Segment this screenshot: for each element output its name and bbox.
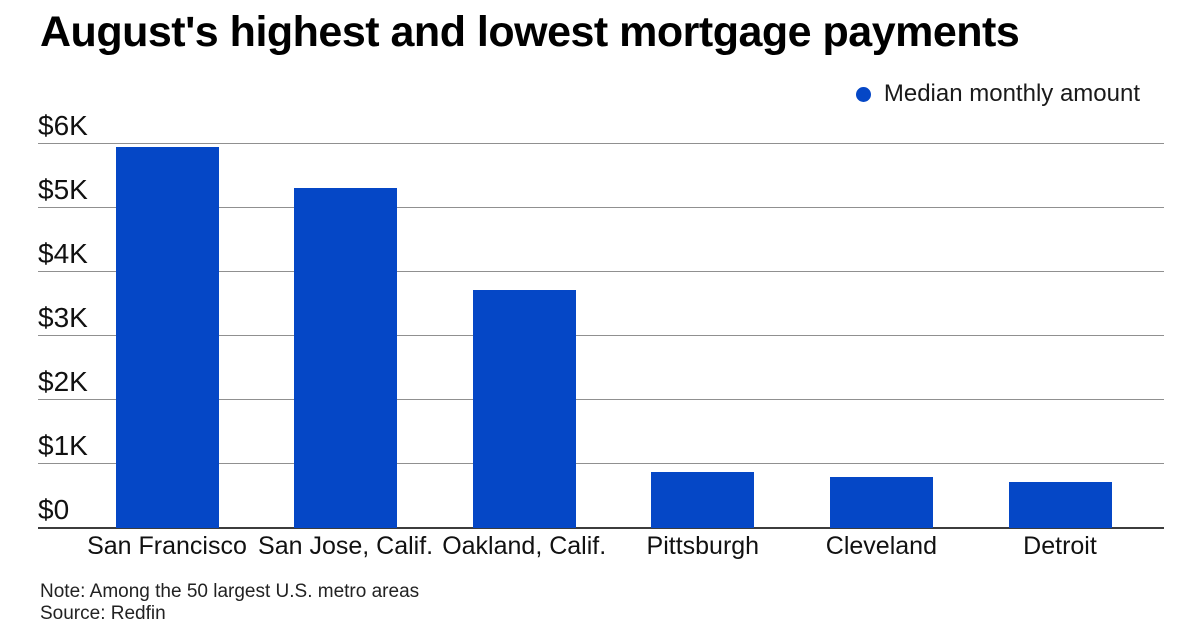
legend-dot-icon (855, 86, 871, 102)
y-tick-label: $0 (38, 494, 70, 525)
y-tick-label: $5K (38, 173, 88, 205)
page-title: August's highest and lowest mortgage pay… (40, 8, 1020, 56)
note-text: Note: Among the 50 largest U.S. metro ar… (40, 581, 420, 602)
x-axis-label: Oakland, Calif. (442, 532, 607, 560)
gridline (38, 399, 1164, 401)
y-tick-label: $1K (38, 429, 88, 461)
bar (829, 477, 933, 528)
source-text: Source: Redfin (40, 603, 166, 624)
x-axis-label: San Francisco (87, 532, 247, 560)
x-axis-label: Pittsburgh (646, 532, 760, 560)
x-axis-line (38, 527, 1164, 529)
bar (115, 147, 219, 528)
y-tick-label: $2K (38, 365, 88, 397)
bar (651, 471, 755, 528)
legend: Median monthly amount (855, 80, 1140, 107)
bar (1008, 481, 1112, 528)
x-axis-label: Detroit (1023, 532, 1097, 560)
legend-label: Median monthly amount (883, 80, 1140, 107)
bar (472, 290, 576, 528)
gridline (38, 335, 1164, 337)
bar (294, 187, 398, 528)
gridline (38, 271, 1164, 273)
gridline (38, 463, 1164, 465)
gridline (38, 207, 1164, 209)
x-axis-label: San Jose, Calif. (258, 532, 434, 560)
x-axis-label: Cleveland (825, 532, 937, 560)
y-tick-label: $3K (38, 301, 88, 333)
y-tick-label: $4K (38, 237, 88, 269)
gridline (38, 143, 1164, 144)
y-tick-label: $6K (38, 109, 88, 141)
